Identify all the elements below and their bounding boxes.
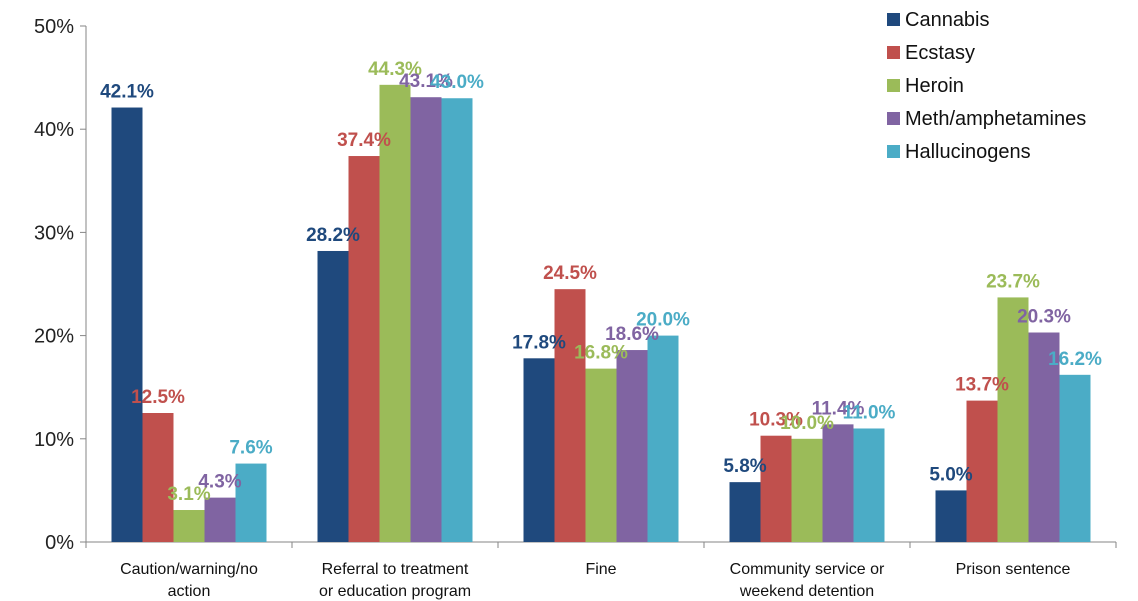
y-tick-label: 20% (34, 326, 74, 348)
legend-label: Ecstasy (905, 42, 975, 64)
bar-ecstasy (966, 400, 998, 542)
bar-meth-amphetamines (410, 97, 442, 542)
legend[interactable]: Cannabis Ecstasy Heroin Meth/amphetamines Ha… (887, 9, 1086, 163)
data-label: 20.0% (636, 310, 690, 331)
y-tick-label: 10% (34, 429, 74, 451)
bar-heroin (173, 510, 205, 542)
data-label: 43.1% (399, 71, 453, 92)
legend-swatch (887, 112, 900, 125)
bar-heroin (997, 297, 1029, 542)
legend-swatch (887, 46, 900, 59)
legend-item-heroin[interactable]: Heroin (887, 75, 964, 97)
legend-item-hallucinogens[interactable]: Hallucinogens (887, 141, 1031, 163)
data-label: 20.3% (1017, 307, 1071, 328)
legend-swatch (887, 13, 900, 26)
bar-hallucinogens (235, 463, 267, 542)
x-axis: Caution/warning/no action Referral to trea… (85, 541, 1117, 600)
x-category-label: Caution/warning/no action (120, 561, 258, 600)
bar-heroin (585, 368, 617, 542)
y-tick-label: 30% (34, 222, 74, 244)
data-label: 43.0% (430, 72, 484, 93)
x-category-label: Fine (585, 561, 616, 578)
bar-ecstasy (142, 413, 174, 542)
data-label: 44.3% (368, 59, 422, 80)
legend-item-ecstasy[interactable]: Ecstasy (887, 42, 975, 64)
data-label: 4.3% (198, 472, 241, 493)
bar-ecstasy (554, 289, 586, 542)
bar-cannabis (729, 482, 761, 542)
data-label: 24.5% (543, 263, 597, 284)
legend-swatch (887, 145, 900, 158)
bar-meth-amphetamines (204, 497, 236, 542)
bar-hallucinogens (1059, 374, 1091, 542)
legend-label: Heroin (905, 75, 964, 97)
bars (111, 84, 1091, 543)
data-label: 7.6% (229, 438, 272, 459)
bar-meth-amphetamines (616, 350, 648, 542)
x-category-label: Community service or weekend detention (730, 561, 885, 600)
y-tick-label: 50% (34, 16, 74, 38)
bar-cannabis (935, 490, 967, 542)
y-axis: 0% 10% 20% 30% 40% 50% (34, 16, 87, 554)
bar-hallucinogens (853, 428, 885, 542)
data-label: 10.0% (780, 413, 834, 434)
data-label: 16.2% (1048, 349, 1102, 370)
bar-heroin (379, 84, 411, 542)
data-label: 11.0% (843, 402, 896, 423)
data-labels: 42.1% 28.2% 17.8% 5.8% 5.0% 12.5% 37.4% 24.5% 10… (100, 59, 1102, 505)
y-tick-label: 40% (34, 119, 74, 141)
data-label: 12.5% (131, 387, 185, 408)
x-category-label: Prison sentence (956, 561, 1071, 578)
data-label: 17.8% (512, 332, 566, 353)
data-label: 5.8% (723, 456, 766, 477)
bar-cannabis (111, 107, 143, 542)
data-label: 18.6% (605, 324, 659, 345)
legend-label: Hallucinogens (905, 141, 1031, 163)
bar-ecstasy (348, 156, 380, 543)
data-label: 5.0% (929, 464, 972, 485)
data-label: 23.7% (986, 271, 1040, 292)
bar-cannabis (523, 358, 555, 542)
bar-meth-amphetamines (822, 424, 854, 542)
y-tick-label: 0% (45, 532, 74, 554)
data-label: 42.1% (100, 82, 154, 103)
data-label: 11.4% (812, 398, 865, 419)
data-label: 16.8% (574, 343, 628, 364)
legend-label: Cannabis (905, 9, 990, 31)
bar-hallucinogens (647, 335, 679, 542)
legend-item-meth-amphetamines[interactable]: Meth/amphetamines (887, 108, 1086, 130)
bar-meth-amphetamines (1028, 332, 1060, 542)
data-label: 37.4% (337, 130, 391, 151)
data-label: 28.2% (306, 225, 360, 246)
data-label: 10.3% (749, 410, 803, 431)
bar-cannabis (317, 250, 349, 542)
bar-heroin (791, 438, 823, 542)
bar-ecstasy (760, 435, 792, 542)
legend-swatch (887, 79, 900, 92)
legend-item-cannabis[interactable]: Cannabis (887, 9, 990, 31)
bar-hallucinogens (441, 98, 473, 543)
data-label: 3.1% (167, 484, 210, 505)
x-category-label: Referral to treatment or education progra… (319, 561, 471, 600)
data-label: 13.7% (955, 375, 1009, 396)
legend-label: Meth/amphetamines (905, 108, 1086, 130)
